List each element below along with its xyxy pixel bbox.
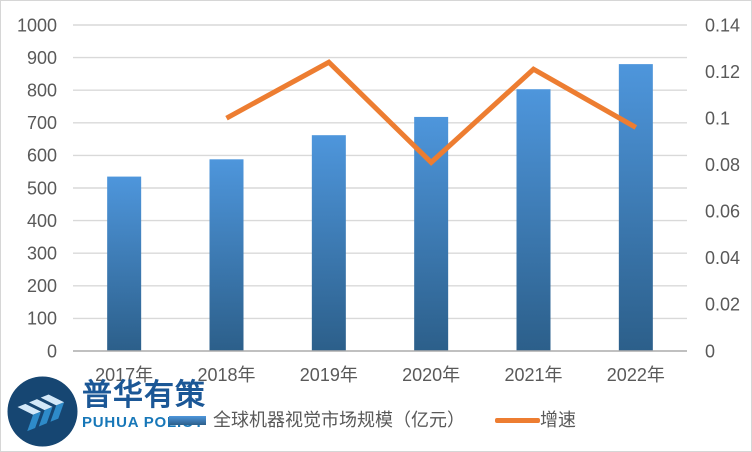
right-axis-tick-label: 0.1 [705,108,730,128]
right-axis-tick-label: 0 [705,341,715,361]
right-axis-tick-label: 0.02 [705,295,740,315]
chart-legend: 全球机器视觉市场规模（亿元） 增速 [169,410,576,430]
bar-2021年 [516,89,551,352]
growth-line [225,59,638,166]
chevron-upper-arm [40,394,65,406]
left-axis-tick-label: 1000 [17,15,57,35]
puhua-logo-icon [7,376,78,447]
chevron-upper-arm [17,403,41,415]
left-axis-tick-label: 600 [27,146,57,166]
legend-line-label: 增速 [540,410,576,430]
legend-line-swatch [495,417,540,423]
x-axis-label-2019年: 2019年 [300,365,358,385]
left-axis-tick-label: 0 [47,341,57,361]
x-axis-label-2017年: 2017年 [95,365,153,385]
chevron-lower-arm [27,411,41,432]
x-axis-label-2021年: 2021年 [504,365,562,385]
bar-2017年 [107,176,142,351]
left-axis-tick-label: 300 [27,244,57,264]
left-axis-tick-label: 200 [27,276,57,296]
right-axis-tick-label: 0.14 [705,15,740,35]
chevron-lower-arm [50,402,65,422]
left-axis-tick-label: 100 [27,309,57,329]
right-axis-tick-label: 0.08 [705,155,740,175]
left-axis-tick-label: 400 [27,211,57,231]
left-axis-tick-label: 500 [27,178,57,198]
left-axis-tick-label: 700 [27,113,57,133]
x-axis-label-2018年: 2018年 [197,365,255,385]
bar-2022年 [618,64,653,351]
legend-bar-swatch [169,415,206,425]
x-axis-label-2020年: 2020年 [402,365,460,385]
x-axis-label-2022年: 2022年 [607,365,665,385]
bar-2018年 [209,159,244,351]
legend-bar-label: 全球机器视觉市场规模（亿元） [213,410,465,430]
logo-brand-cn: 普华有策 [82,379,206,412]
right-axis-tick-label: 0.04 [705,248,740,268]
right-axis-tick-label: 0.06 [705,202,740,222]
left-axis-tick-label: 900 [27,48,57,68]
puhua-policy-logo: 普华有策 PUHUA POLICY [7,376,206,447]
chevron-lower-arm [38,406,53,427]
logo-text-block: 普华有策 PUHUA POLICY [82,379,206,431]
right-axis-tick-label: 0.12 [705,62,740,82]
chevron-upper-arm [29,399,53,411]
bar-2019年 [311,135,346,351]
bar-2020年 [414,116,449,351]
left-axis-tick-label: 800 [27,81,57,101]
